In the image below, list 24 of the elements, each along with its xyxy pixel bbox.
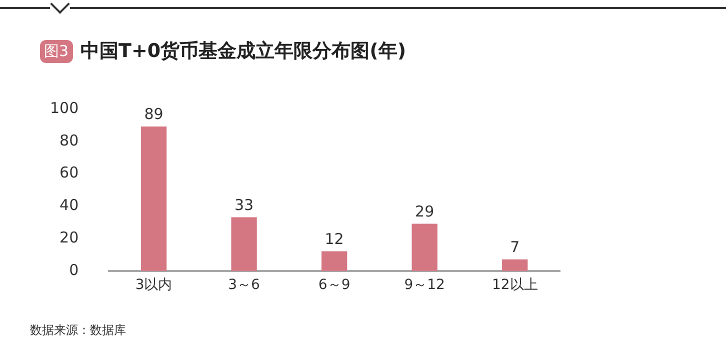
chart-title: 中国T+0货币基金成立年限分布图(年)	[80, 39, 406, 64]
source-note: 数据来源：数据库	[30, 322, 126, 339]
bar	[140, 126, 167, 271]
bar	[231, 217, 257, 271]
x-tick-label: 9～12	[404, 277, 445, 294]
bar	[502, 259, 528, 271]
bar	[321, 251, 348, 271]
x-tick-label: 6～9	[318, 277, 350, 294]
data-label: 89	[144, 105, 164, 124]
data-label: 7	[510, 238, 520, 256]
x-tick-label: 3以内	[135, 277, 172, 294]
y-tick-label: 0	[69, 260, 79, 279]
bar	[412, 224, 438, 271]
x-tick-label: 3～6	[228, 277, 260, 294]
y-tick-label: 20	[60, 228, 79, 246]
y-tick-label: 100	[50, 98, 79, 117]
y-tick-label: 40	[60, 196, 79, 214]
data-label: 29	[415, 202, 434, 220]
caption: 图3	[40, 40, 73, 62]
y-tick-label: 60	[60, 164, 79, 182]
data-label: 12	[324, 230, 344, 248]
x-tick-label: 12以上	[492, 277, 538, 294]
y-tick-label: 80	[60, 131, 79, 150]
data-label: 33	[234, 196, 254, 214]
